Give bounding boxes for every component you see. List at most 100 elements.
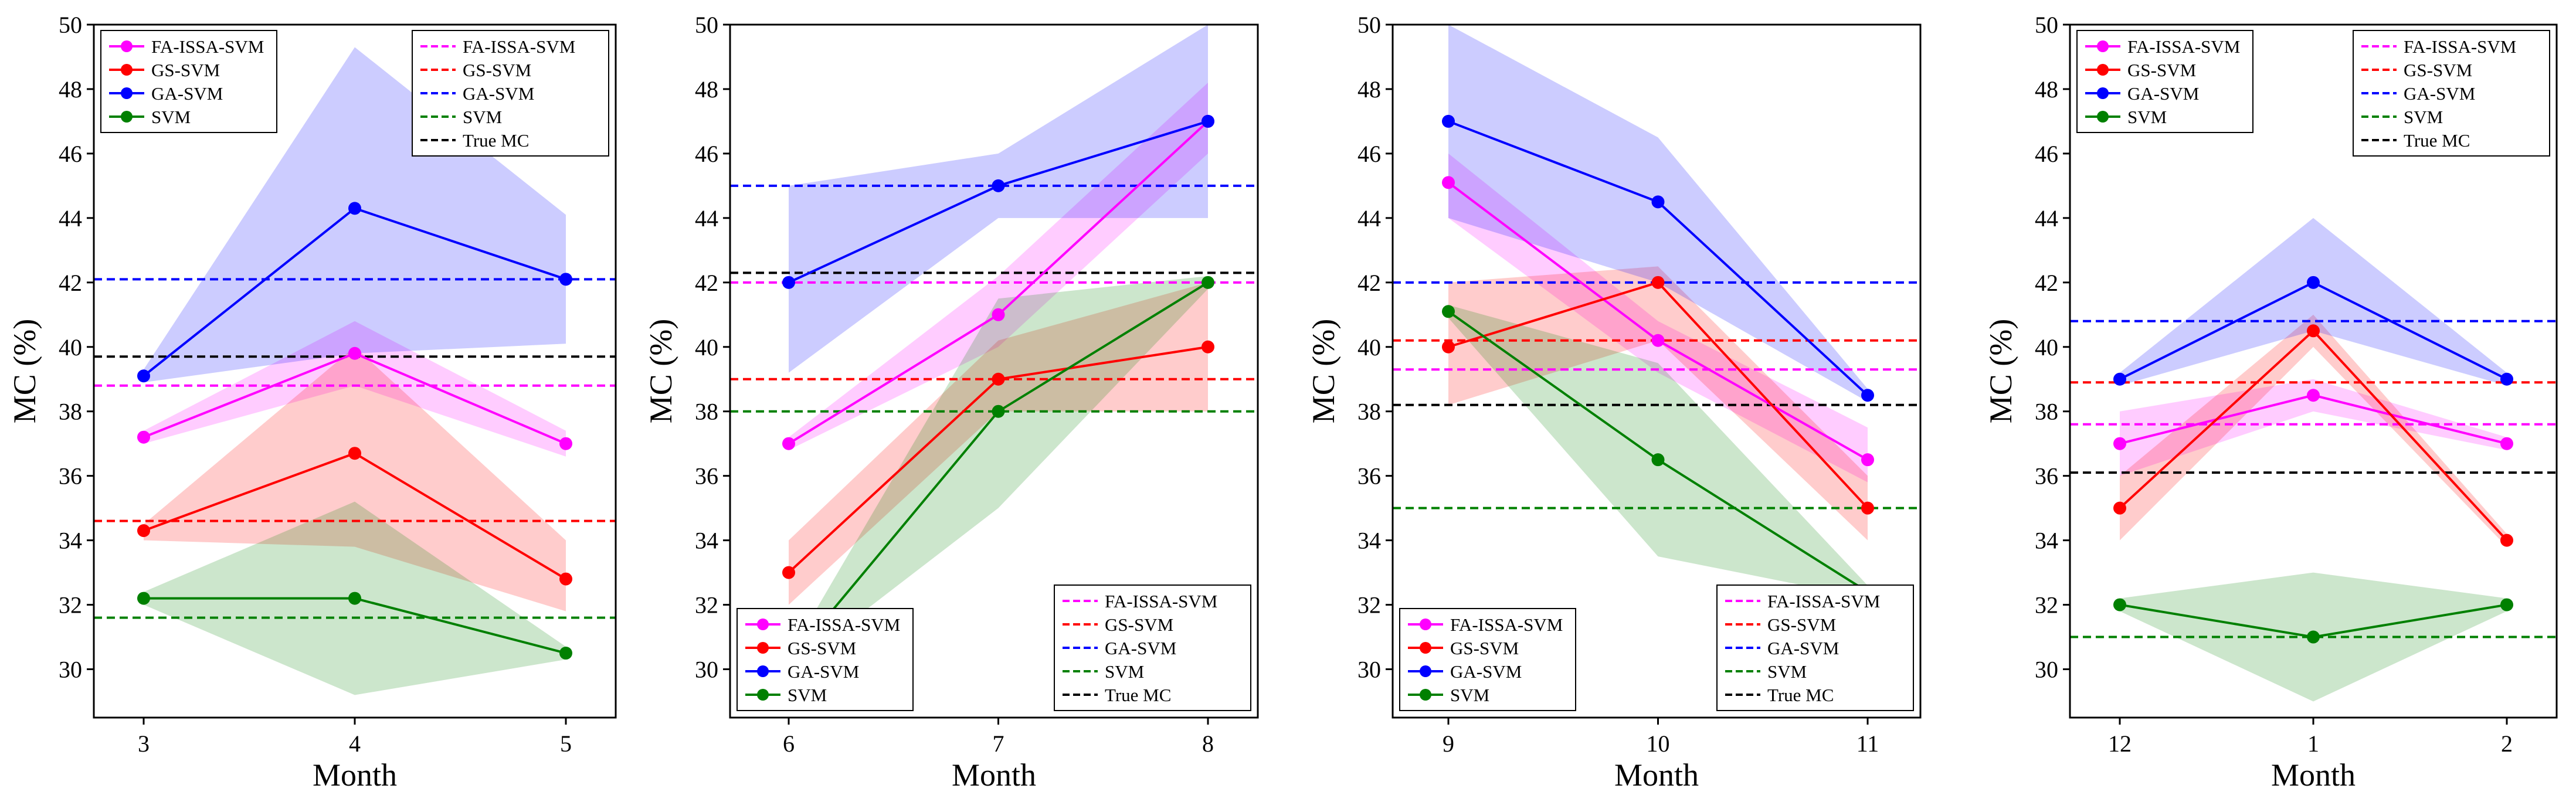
data-point bbox=[2307, 276, 2320, 289]
y-tick-label: 36 bbox=[2035, 463, 2058, 490]
data-point bbox=[782, 276, 795, 289]
y-tick-label: 34 bbox=[1357, 528, 1381, 554]
legend-marker bbox=[121, 40, 133, 52]
legend-label: GA-SVM bbox=[2127, 83, 2199, 104]
legend-marker bbox=[757, 665, 769, 677]
band-gs-svm bbox=[1448, 266, 1868, 541]
legend-label: FA-ISSA-SVM bbox=[463, 36, 575, 57]
legend-label: GS-SVM bbox=[1767, 614, 1836, 635]
data-point bbox=[2113, 437, 2126, 450]
data-point bbox=[1651, 334, 1665, 347]
y-tick-label: 32 bbox=[2035, 592, 2058, 619]
y-tick-label: 40 bbox=[1357, 334, 1381, 361]
legend-reference-lines: FA-ISSA-SVM GS-SVM GA-SVM SVM True MC bbox=[2353, 30, 2550, 157]
y-tick-label: 42 bbox=[695, 270, 718, 296]
y-tick-label: 50 bbox=[695, 12, 718, 38]
y-axis-label: MC (%) bbox=[643, 319, 678, 423]
band-fa-issa-svm bbox=[789, 82, 1208, 450]
data-point bbox=[1202, 114, 1214, 128]
y-tick-label: 38 bbox=[59, 399, 82, 425]
y-tick-label: 30 bbox=[59, 657, 82, 683]
x-axis-label: Month bbox=[2271, 757, 2356, 793]
y-tick-label: 46 bbox=[59, 141, 82, 167]
data-point bbox=[1202, 276, 1214, 289]
y-tick-label: 32 bbox=[59, 592, 82, 619]
legend-marker bbox=[2097, 64, 2109, 76]
chart-panel-2: 30 32 34 36 38 40 42 44 46 48 50 6 7 8 Month MC (%) FA-I… bbox=[643, 12, 1259, 793]
y-tick-label: 40 bbox=[2035, 334, 2058, 361]
legend-label: FA-ISSA-SVM bbox=[2404, 36, 2516, 57]
axes-frame bbox=[1391, 23, 1922, 719]
data-point bbox=[992, 308, 1005, 321]
plot-area bbox=[1393, 25, 1920, 599]
legend-marker bbox=[757, 689, 769, 701]
y-tick-label: 46 bbox=[1357, 141, 1381, 167]
y-tick-label: 38 bbox=[695, 399, 718, 425]
y-tick-label: 44 bbox=[695, 205, 718, 232]
y-tick-label: 42 bbox=[59, 270, 82, 296]
legend-label: SVM bbox=[151, 107, 191, 127]
legend-marker bbox=[1420, 689, 1431, 701]
data-point bbox=[1202, 340, 1214, 354]
band-gs-svm bbox=[2120, 314, 2507, 547]
data-point bbox=[2500, 598, 2513, 611]
legend-marker bbox=[121, 64, 133, 76]
y-tick-label: 36 bbox=[1357, 463, 1381, 490]
legend-marker bbox=[1420, 642, 1431, 654]
band-fa-issa-svm bbox=[2120, 379, 2507, 476]
x-tick-label: 5 bbox=[560, 730, 572, 757]
x-tick-label: 10 bbox=[1647, 730, 1670, 757]
data-point bbox=[2307, 630, 2320, 644]
data-point bbox=[348, 202, 361, 215]
y-tick-label: 48 bbox=[2035, 76, 2058, 103]
legend-label: True MC bbox=[463, 130, 529, 151]
data-point bbox=[2500, 437, 2513, 450]
legend-label: SVM bbox=[1450, 685, 1489, 705]
legend-label: FA-ISSA-SVM bbox=[788, 614, 900, 635]
y-tick-label: 38 bbox=[2035, 399, 2058, 425]
legend-marker bbox=[2097, 87, 2109, 99]
legend-marker bbox=[757, 619, 769, 630]
band-ga-svm bbox=[789, 25, 1208, 373]
data-point bbox=[348, 447, 361, 460]
y-tick-label: 42 bbox=[1357, 270, 1381, 296]
legend-label: FA-ISSA-SVM bbox=[2127, 36, 2240, 57]
y-tick-label: 40 bbox=[59, 334, 82, 361]
legend-label: GA-SVM bbox=[1450, 661, 1522, 682]
legend-series: FA-ISSA-SVM GS-SVM GA-SVM SVM bbox=[100, 30, 277, 133]
legend-reference-lines: FA-ISSA-SVM GS-SVM GA-SVM SVM True MC bbox=[1716, 584, 1914, 711]
y-tick-label: 30 bbox=[2035, 657, 2058, 683]
plot-area bbox=[2070, 218, 2557, 702]
data-point bbox=[559, 647, 572, 660]
legend-label: SVM bbox=[2127, 107, 2167, 127]
legend-series: FA-ISSA-SVM GS-SVM GA-SVM SVM bbox=[737, 608, 914, 711]
data-point bbox=[782, 437, 795, 450]
data-point bbox=[1861, 389, 1874, 402]
band-ga-svm bbox=[1448, 25, 1868, 402]
legend-marker bbox=[2097, 111, 2109, 123]
y-axis-label: MC (%) bbox=[1983, 319, 2018, 423]
chart-panel-3: 30 32 34 36 38 40 42 44 46 48 50 9 10 11 Month MC (%) FA… bbox=[1306, 12, 1922, 793]
y-tick-label: 34 bbox=[2035, 528, 2058, 554]
legend-label: True MC bbox=[2404, 130, 2470, 151]
legend-label: FA-ISSA-SVM bbox=[1450, 614, 1563, 635]
data-point bbox=[137, 430, 150, 444]
y-axis-label: MC (%) bbox=[7, 319, 42, 423]
x-tick-label: 6 bbox=[783, 730, 795, 757]
legend-label: GA-SVM bbox=[463, 83, 534, 104]
legend-label: GS-SVM bbox=[788, 638, 856, 658]
data-point bbox=[1651, 195, 1665, 209]
legend-label: SVM bbox=[788, 685, 827, 705]
y-tick-label: 44 bbox=[2035, 205, 2058, 232]
x-axis-label: Month bbox=[313, 757, 397, 793]
y-tick-label: 50 bbox=[59, 12, 82, 38]
x-tick-label: 7 bbox=[993, 730, 1004, 757]
y-tick-label: 30 bbox=[695, 657, 718, 683]
y-tick-label: 36 bbox=[59, 463, 82, 490]
data-point bbox=[1651, 453, 1665, 467]
y-tick-label: 48 bbox=[695, 76, 718, 103]
legend-label: SVM bbox=[463, 107, 502, 127]
legend-label: GS-SVM bbox=[2404, 60, 2472, 80]
